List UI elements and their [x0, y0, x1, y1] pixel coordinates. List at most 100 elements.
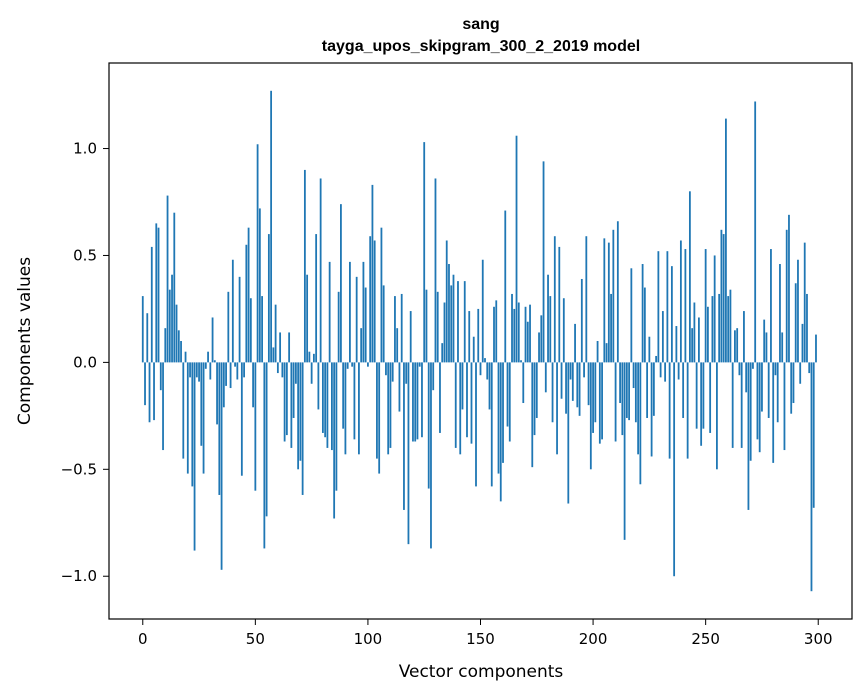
bar-60 — [276, 362, 279, 374]
y-tick-label: −0.5 — [61, 460, 97, 478]
bar-56 — [267, 234, 270, 363]
bar-281 — [774, 362, 777, 376]
bar-217 — [630, 268, 633, 363]
bar-65 — [288, 332, 291, 363]
bar-107 — [382, 285, 385, 363]
bar-255 — [716, 362, 718, 470]
bar-194 — [578, 362, 581, 416]
bar-20 — [186, 362, 189, 474]
bar-278 — [767, 362, 770, 418]
bar-177 — [540, 315, 543, 363]
bar-23 — [193, 362, 196, 551]
bar-140 — [457, 281, 459, 363]
bar-122 — [416, 362, 419, 440]
bar-82 — [326, 362, 329, 448]
bar-239 — [679, 240, 682, 363]
bar-275 — [761, 362, 763, 412]
bar-238 — [677, 362, 680, 380]
bar-170 — [524, 306, 527, 363]
bar-268 — [745, 362, 748, 393]
bar-44 — [240, 362, 243, 476]
bar-35 — [220, 362, 223, 570]
bar-108 — [385, 362, 387, 376]
bar-155 — [490, 362, 493, 487]
bar-193 — [576, 362, 579, 408]
bar-5 — [153, 362, 155, 421]
bar-185 — [558, 246, 561, 363]
bar-113 — [396, 328, 399, 363]
bar-46 — [245, 244, 248, 363]
bar-280 — [772, 362, 775, 463]
bar-180 — [547, 274, 549, 363]
bar-192 — [574, 323, 576, 363]
bar-132 — [439, 362, 441, 433]
bar-26 — [200, 362, 203, 446]
bar-279 — [770, 249, 772, 363]
bar-215 — [625, 362, 628, 418]
x-tick-label: 150 — [466, 630, 495, 648]
bar-126 — [425, 289, 428, 363]
bar-24 — [195, 362, 198, 378]
bar-36 — [222, 362, 225, 408]
bar-250 — [704, 249, 707, 363]
bar-233 — [666, 251, 669, 363]
bar-102 — [371, 184, 374, 363]
bar-157 — [495, 300, 498, 363]
bar-11 — [166, 195, 169, 363]
bar-55 — [265, 362, 268, 517]
bar-111 — [391, 362, 394, 382]
y-tick-label: 0.5 — [73, 246, 97, 264]
bar-191 — [571, 362, 574, 401]
bar-178 — [542, 161, 545, 363]
bar-167 — [517, 302, 520, 363]
bar-187 — [562, 298, 565, 363]
bar-216 — [628, 362, 630, 421]
bar-176 — [538, 332, 540, 363]
bar-259 — [725, 118, 727, 363]
bar-146 — [470, 362, 473, 444]
bar-100 — [367, 362, 369, 367]
bar-245 — [693, 302, 696, 363]
bar-137 — [450, 285, 453, 363]
bar-282 — [776, 362, 779, 423]
y-axis-label: Components values — [15, 257, 35, 425]
bar-112 — [394, 296, 396, 363]
bar-25 — [198, 362, 200, 382]
bar-154 — [488, 362, 491, 410]
bar-40 — [231, 259, 234, 363]
bar-294 — [803, 242, 806, 363]
bar-127 — [427, 362, 430, 489]
bars-group — [141, 90, 817, 592]
bar-76 — [312, 353, 315, 363]
bar-246 — [695, 362, 698, 429]
bar-164 — [511, 293, 513, 363]
x-tick-label: 200 — [579, 630, 608, 648]
bar-103 — [373, 240, 376, 363]
bar-71 — [301, 362, 304, 495]
bar-262 — [731, 362, 734, 448]
bar-121 — [414, 362, 417, 442]
bar-276 — [763, 319, 766, 363]
bar-115 — [400, 293, 403, 363]
bar-219 — [634, 362, 637, 423]
bar-80 — [321, 362, 324, 433]
bar-123 — [418, 362, 421, 367]
bar-283 — [779, 264, 781, 363]
bar-119 — [409, 311, 412, 363]
x-axis-ticks: 0 50 100 150 200 250 300 — [138, 619, 833, 648]
bar-174 — [533, 362, 536, 436]
bar-96 — [358, 362, 360, 455]
bar-231 — [661, 311, 664, 363]
bar-199 — [589, 362, 592, 470]
bar-75 — [310, 362, 313, 384]
chart-title: sang — [462, 16, 499, 33]
bar-287 — [788, 214, 790, 363]
bar-175 — [535, 362, 538, 418]
bar-296 — [808, 362, 811, 374]
bar-70 — [299, 362, 302, 461]
bar-158 — [497, 362, 500, 474]
bar-85 — [333, 362, 336, 519]
bar-147 — [472, 336, 475, 363]
bar-38 — [227, 291, 230, 363]
